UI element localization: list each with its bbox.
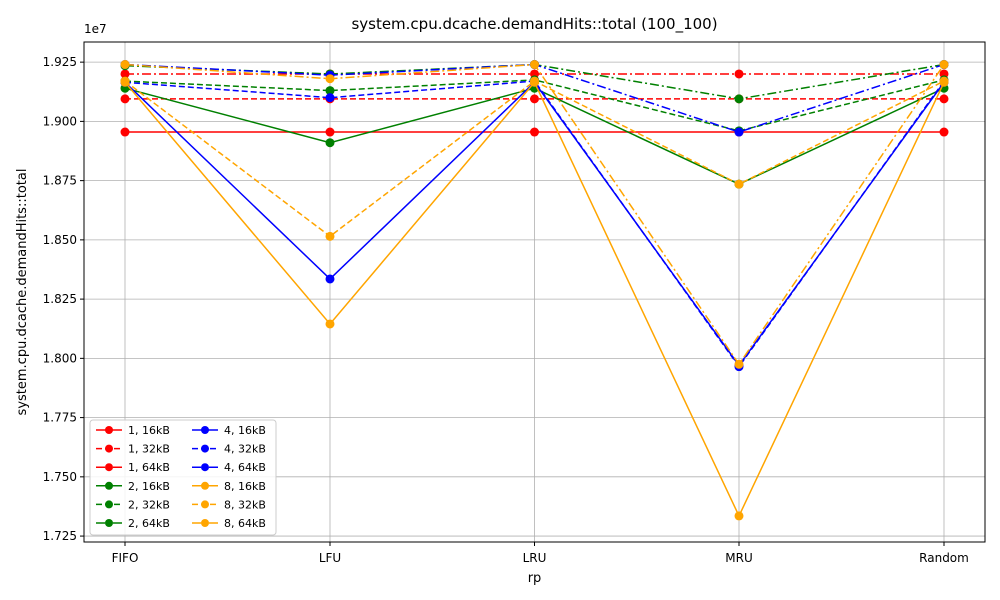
y-axis-ticks: 1.725 1.750 1.775 1.800 1.825 1.850 1.875 1.900… — [43, 55, 84, 543]
y-tick-label: 1.725 — [43, 529, 77, 543]
y-tick-label: 1.875 — [43, 174, 77, 188]
data-point — [120, 76, 130, 86]
x-tick-label: MRU — [725, 551, 752, 565]
legend-label: 2, 32kB — [128, 498, 170, 511]
legend-label: 4, 16kB — [224, 424, 266, 437]
legend-swatch-marker — [201, 463, 209, 472]
series-8-32kb — [120, 76, 949, 241]
data-point — [734, 94, 744, 104]
legend-label: 4, 64kB — [224, 461, 266, 474]
legend-label: 2, 16kB — [128, 480, 170, 493]
data-point — [325, 127, 335, 137]
data-point — [734, 511, 744, 521]
y-tick-label: 1.750 — [43, 470, 77, 484]
data-point — [530, 127, 539, 137]
y-tick-label: 1.900 — [43, 114, 77, 128]
series-layer — [120, 60, 949, 521]
legend-swatch-marker — [105, 463, 113, 472]
legend-item: 4, 16kB — [192, 424, 266, 437]
legend-label: 8, 64kB — [224, 517, 266, 530]
y-axis-label: system.cpu.dcache.demandHits::total — [15, 169, 30, 416]
data-point — [939, 94, 949, 104]
legend-swatch-marker — [105, 500, 113, 509]
data-point — [325, 86, 335, 96]
data-point — [734, 69, 744, 79]
legend-label: 8, 32kB — [224, 498, 266, 511]
y-offset-label: 1e7 — [84, 22, 107, 36]
chart-title: system.cpu.dcache.demandHits::total (100… — [351, 15, 717, 34]
legend-label: 1, 32kB — [128, 443, 170, 456]
data-point — [530, 60, 539, 70]
data-point — [734, 359, 744, 369]
data-point — [734, 127, 744, 137]
y-tick-label: 1.825 — [43, 292, 77, 306]
data-point — [325, 274, 335, 284]
legend-swatch-marker — [105, 481, 113, 490]
legend-box — [89, 419, 277, 536]
legend-swatch-marker — [105, 519, 113, 527]
y-tick-label: 1.775 — [43, 411, 77, 425]
data-point — [939, 127, 949, 137]
legend-item: 1, 32kB — [96, 443, 170, 456]
data-point — [120, 69, 130, 79]
data-point — [530, 94, 539, 104]
y-tick-label: 1.800 — [43, 351, 77, 365]
legend-swatch-marker — [201, 500, 209, 509]
legend-item: 8, 32kB — [192, 498, 266, 511]
legend-item: 1, 64kB — [96, 461, 170, 474]
legend-label: 1, 16kB — [128, 424, 170, 437]
x-tick-label: LFU — [319, 551, 341, 565]
data-point — [120, 94, 130, 104]
legend-swatch-marker — [201, 426, 209, 434]
x-tick-label: Random — [919, 551, 969, 565]
legend: 1, 16kB 1, 32kB 1, 64kB 2, 16kB 2, 32kB 2, 64… — [89, 419, 277, 536]
x-axis-ticks: FIFO LFU LRU MRU Random — [112, 542, 969, 565]
legend-label: 8, 16kB — [224, 480, 266, 493]
legend-item: 4, 64kB — [192, 461, 266, 474]
data-point — [734, 179, 744, 189]
data-point — [530, 76, 539, 86]
legend-swatch-marker — [105, 426, 113, 434]
legend-swatch-marker — [201, 444, 209, 453]
legend-label: 4, 32kB — [224, 443, 266, 456]
data-point — [325, 319, 335, 329]
legend-swatch-marker — [201, 519, 209, 527]
legend-label: 1, 64kB — [128, 461, 170, 474]
x-axis-label: rp — [528, 571, 542, 586]
series-1-16kb — [120, 127, 949, 137]
data-point — [325, 74, 335, 84]
data-point — [325, 93, 335, 103]
legend-item: 1, 16kB — [96, 424, 170, 437]
y-tick-label: 1.925 — [43, 55, 77, 69]
x-tick-label: FIFO — [112, 551, 139, 565]
grid-layer — [84, 42, 985, 542]
data-point — [120, 60, 130, 70]
legend-swatch-marker — [105, 444, 113, 453]
legend-label: 2, 64kB — [128, 517, 170, 530]
series-1-32kb — [120, 94, 949, 104]
data-point — [120, 127, 130, 137]
legend-item: 4, 32kB — [192, 443, 266, 456]
data-point — [939, 76, 949, 86]
data-point — [325, 138, 335, 148]
data-point — [939, 60, 949, 70]
legend-item: 8, 64kB — [192, 517, 266, 530]
legend-item: 8, 16kB — [192, 480, 266, 493]
legend-item: 2, 16kB — [96, 480, 170, 493]
legend-item: 2, 64kB — [96, 517, 170, 530]
legend-item: 2, 32kB — [96, 498, 170, 511]
series-8-64kb — [120, 60, 949, 369]
data-point — [325, 231, 335, 241]
y-tick-label: 1.850 — [43, 233, 77, 247]
x-tick-label: LRU — [523, 551, 547, 565]
legend-swatch-marker — [201, 481, 209, 490]
